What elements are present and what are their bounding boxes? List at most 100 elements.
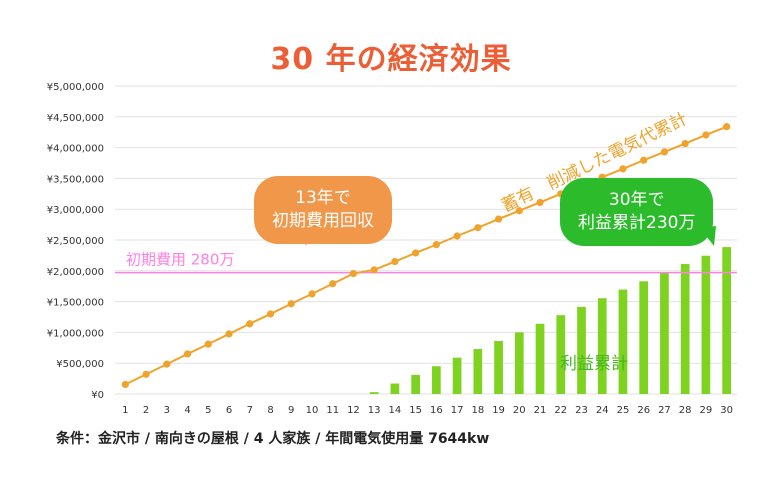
profit-bar [411, 374, 420, 394]
y-tick-label: ¥2,000,000 [47, 267, 104, 278]
x-tick-label: 9 [288, 405, 294, 416]
savings-point [453, 232, 461, 240]
x-tick-label: 15 [409, 405, 422, 416]
x-tick-label: 10 [306, 405, 319, 416]
x-tick-label: 7 [247, 405, 253, 416]
savings-point [349, 269, 358, 278]
profit-bar [432, 366, 441, 394]
y-tick-label: ¥0 [91, 390, 104, 401]
x-tick-label: 24 [596, 405, 609, 416]
x-tick-label: 3 [164, 405, 170, 416]
x-tick-label: 27 [658, 405, 671, 416]
savings-point [515, 207, 523, 215]
savings-point [702, 131, 710, 139]
profit-series-label: 利益累計 [560, 354, 628, 374]
savings-point [287, 300, 295, 308]
initial-cost-label: 初期費用 280万 [126, 251, 234, 269]
x-axis-ticks: 1 2 3 4 5 6 7 8 9 10 11 12 13 14 15 16 17 18 19 20 21 22 23 24 2… [122, 405, 733, 416]
savings-point [204, 340, 212, 348]
x-tick-label: 23 [575, 405, 588, 416]
savings-point [266, 310, 275, 318]
x-tick-label: 12 [347, 405, 360, 416]
x-tick-label: 18 [471, 405, 484, 416]
x-tick-label: 25 [617, 405, 630, 416]
x-tick-label: 11 [326, 405, 339, 416]
profit-bar [680, 264, 690, 394]
savings-point [681, 139, 689, 148]
savings-point [412, 249, 420, 257]
profit-bar [577, 306, 586, 394]
profit-bar [514, 332, 524, 394]
x-tick-label: 19 [492, 405, 505, 416]
x-tick-label: 29 [700, 405, 713, 416]
y-tick-label: ¥500,000 [56, 359, 104, 370]
x-tick-label: 1 [122, 405, 128, 416]
profit-callout-box: 30年で 利益累計230万 [560, 178, 714, 246]
savings-point [246, 320, 254, 328]
x-tick-label: 5 [205, 405, 211, 416]
conditions-footnote: 条件：金沢市 / 南向きの屋根 / 4 人家族 / 年間電気使用量 7644kw [56, 431, 490, 447]
x-tick-label: 6 [226, 405, 232, 416]
y-axis-ticks: ¥0 ¥500,000 ¥1,000,000 ¥1,500,000 ¥2,000,000… [47, 82, 104, 401]
profit-bar [597, 298, 607, 394]
payback-callout: 13年で 初期費用回収 [254, 176, 392, 244]
profit-callout: 30年で 利益累計230万 [560, 178, 714, 246]
y-tick-label: ¥1,000,000 [47, 328, 104, 339]
x-tick-label: 13 [368, 405, 381, 416]
x-tick-label: 21 [534, 405, 547, 416]
x-tick-label: 22 [554, 405, 567, 416]
payback-callout-box: 13年で 初期費用回収 [254, 176, 392, 244]
y-tick-label: ¥3,000,000 [47, 205, 104, 216]
profit-callout-line2: 利益累計230万 [578, 213, 696, 233]
payback-callout-line2: 初期費用回収 [272, 211, 374, 231]
grid-lines [115, 85, 737, 395]
y-tick-label: ¥1,500,000 [47, 298, 104, 309]
savings-line-path [124, 125, 728, 386]
savings-point [536, 198, 544, 207]
profit-bar [390, 383, 400, 394]
savings-point [121, 380, 129, 389]
profit-bar [452, 357, 462, 394]
profit-bars [369, 247, 731, 394]
savings-point [370, 266, 378, 274]
savings-point [432, 241, 440, 249]
chart-title: 30 年の経済効果 [270, 42, 512, 77]
initial-cost-line: 初期費用 280万 [115, 251, 737, 274]
payback-callout-line1: 13年で [295, 188, 351, 208]
savings-point [619, 165, 627, 173]
x-tick-label: 26 [637, 405, 650, 416]
profit-bar [369, 392, 379, 394]
savings-point [329, 280, 337, 288]
y-tick-label: ¥4,000,000 [47, 144, 104, 155]
profit-bar [473, 349, 483, 394]
profit-bar [639, 281, 649, 394]
x-tick-label: 8 [267, 405, 273, 416]
savings-point [163, 360, 171, 368]
x-tick-label: 17 [451, 405, 464, 416]
profit-callout-line1: 30年で [608, 190, 665, 210]
savings-point [660, 148, 669, 156]
savings-point [142, 370, 150, 378]
y-tick-label: ¥4,500,000 [47, 113, 104, 124]
savings-point [183, 350, 192, 358]
profit-bar [556, 315, 566, 394]
savings-point [474, 224, 482, 232]
profit-bar [494, 341, 503, 394]
savings-point [723, 123, 731, 131]
profit-bar [701, 255, 711, 394]
savings-point [225, 330, 233, 338]
savings-point [494, 215, 503, 223]
y-tick-label: ¥5,000,000 [47, 82, 104, 93]
x-tick-label: 20 [513, 405, 526, 416]
x-tick-label: 4 [184, 405, 190, 416]
x-tick-label: 28 [679, 405, 692, 416]
y-tick-label: ¥3,500,000 [47, 174, 104, 185]
savings-point [308, 290, 316, 298]
x-tick-label: 30 [720, 405, 733, 416]
profit-bar [722, 247, 731, 394]
savings-point [640, 156, 648, 164]
savings-point [391, 257, 399, 266]
x-tick-label: 2 [143, 405, 149, 416]
x-tick-label: 16 [430, 405, 443, 416]
